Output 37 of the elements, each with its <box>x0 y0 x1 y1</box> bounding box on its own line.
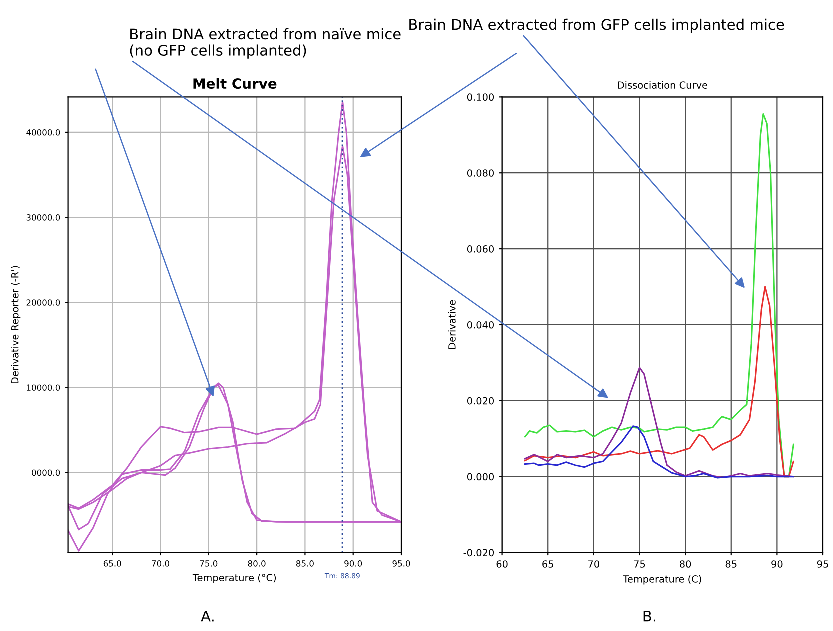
x-tick-label: 70 <box>588 560 600 568</box>
x-tick-label: 75 <box>634 560 646 568</box>
y-tick-label: 0.060 <box>467 246 494 253</box>
x-tick-label: 80.0 <box>248 560 266 567</box>
x-tick-label: 60 <box>496 560 508 568</box>
x-tick-label: 85 <box>726 560 737 568</box>
x-tick-label: 80 <box>680 560 692 568</box>
y-tick-label: -0.020 <box>464 549 494 557</box>
y-tick-label: 0.020 <box>467 397 494 405</box>
text: A. <box>201 611 214 622</box>
y-tick-label: 20000.0 <box>26 300 60 306</box>
y-tick-label: 30000.0 <box>26 214 60 221</box>
x-tick-label: 75.0 <box>200 560 218 567</box>
x-tick-label: 65 <box>542 560 554 568</box>
y-tick-label: 0000.0 <box>32 470 60 476</box>
x-axis-title: Temperature (°C) <box>192 574 276 584</box>
y-tick-label: 0.080 <box>467 170 494 177</box>
y-tick-label: 0.100 <box>467 94 494 102</box>
chart-title: Dissociation Curve <box>618 81 708 89</box>
y-tick-label: 0.000 <box>467 473 494 481</box>
x-tick-label: 70.0 <box>152 560 170 567</box>
y-tick-label: 40000.0 <box>26 129 60 136</box>
y-tick-label: 0.040 <box>467 321 494 329</box>
text: Brain DNA extracted from naïve mice (no GFP cells implanted) <box>130 28 401 59</box>
chart-title: Melt Curve <box>194 78 277 90</box>
y-axis-title: Derivative Reporter (-R') <box>11 266 21 384</box>
y-axis-title: Derivative <box>448 300 456 350</box>
y-tick-label: 10000.0 <box>27 384 60 391</box>
x-tick-label: 95.0 <box>392 560 410 567</box>
x-tick-label: 65.0 <box>104 560 122 567</box>
text: Brain DNA extracted from GFP cells implanted mice <box>410 18 784 34</box>
x-axis-title: Temperature (C) <box>623 575 702 585</box>
x-tick-label: 85.0 <box>296 560 314 567</box>
x-tick-label: 90.0 <box>344 560 362 567</box>
x-tick-label: 95 <box>817 560 828 568</box>
x-tick-label: 90 <box>772 560 783 568</box>
text: B. <box>644 611 656 622</box>
